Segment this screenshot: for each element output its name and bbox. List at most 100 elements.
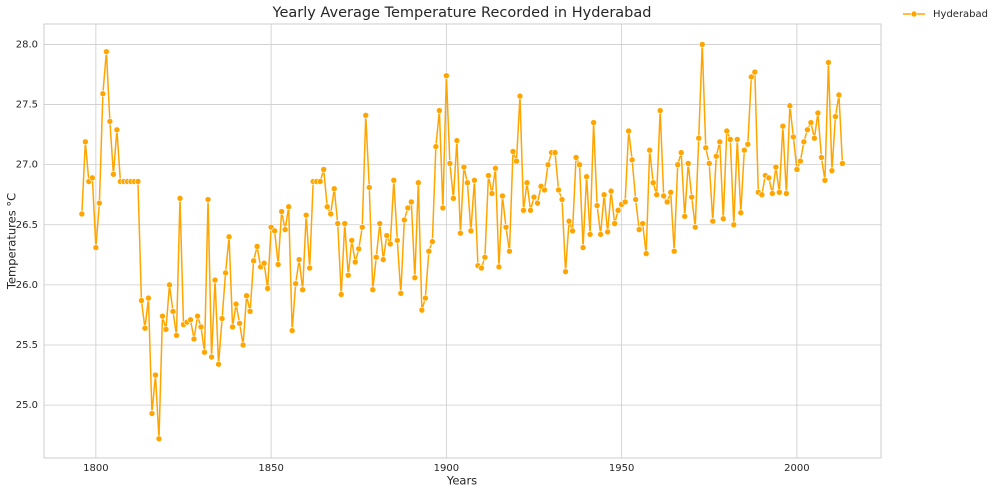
- data-point: [818, 154, 825, 161]
- data-point: [386, 240, 394, 248]
- data-point: [492, 164, 499, 172]
- data-point: [187, 316, 194, 324]
- data-point: [670, 247, 678, 255]
- data-point: [418, 306, 426, 314]
- data-point: [372, 253, 380, 261]
- data-point: [705, 160, 713, 167]
- data-point: [765, 174, 773, 182]
- data-point: [274, 261, 282, 268]
- data-point: [148, 410, 156, 417]
- data-point: [772, 163, 780, 171]
- data-point: [401, 216, 408, 224]
- data-point: [663, 198, 671, 206]
- data-point: [793, 166, 801, 173]
- data-point: [390, 176, 398, 184]
- data-point: [688, 193, 696, 201]
- data-point: [169, 308, 177, 315]
- data-point: [278, 208, 285, 215]
- data-point: [520, 207, 527, 214]
- data-point: [215, 360, 222, 368]
- data-point: [604, 228, 611, 236]
- data-point: [733, 136, 741, 143]
- y-axis-label: Temperatures °C: [5, 193, 19, 290]
- data-point: [499, 192, 506, 200]
- legend: Hyderabad: [903, 9, 988, 20]
- data-point: [330, 185, 338, 193]
- data-point: [246, 308, 254, 315]
- data-point: [341, 220, 349, 227]
- data-point: [450, 195, 457, 202]
- data-point: [744, 140, 752, 148]
- data-point: [779, 122, 787, 130]
- data-point: [579, 244, 587, 251]
- data-point: [222, 269, 229, 277]
- data-point: [211, 276, 219, 284]
- data-point: [509, 148, 517, 155]
- data-point: [607, 187, 615, 195]
- data-point: [467, 227, 475, 235]
- data-point: [628, 156, 636, 164]
- series-line: [81, 44, 844, 439]
- data-point: [288, 327, 296, 334]
- data-point: [804, 126, 811, 134]
- data-point: [159, 312, 166, 320]
- data-point: [776, 189, 783, 196]
- data-point: [415, 179, 422, 186]
- data-point: [236, 320, 243, 327]
- data-point: [716, 138, 724, 146]
- data-point: [719, 215, 727, 223]
- data-point: [260, 259, 268, 267]
- data-point: [82, 138, 89, 146]
- data-point: [527, 207, 534, 214]
- plot-frame: [43, 23, 882, 459]
- data-point: [379, 256, 387, 263]
- data-point: [485, 172, 492, 179]
- data-point: [565, 217, 573, 225]
- data-point: [698, 41, 706, 48]
- data-point: [162, 326, 170, 333]
- data-point: [534, 199, 541, 207]
- data-point: [376, 220, 384, 227]
- data-point: [649, 179, 657, 186]
- data-point: [285, 203, 292, 211]
- data-point: [555, 186, 562, 194]
- data-point: [646, 146, 653, 154]
- data-point: [404, 204, 412, 212]
- data-point: [92, 244, 100, 251]
- data-point: [204, 196, 212, 203]
- data-point: [250, 257, 257, 265]
- data-point: [653, 191, 660, 199]
- data-point: [155, 435, 163, 443]
- data-point: [790, 133, 797, 141]
- data-point: [439, 204, 447, 212]
- data-point: [523, 179, 531, 186]
- data-point: [737, 209, 745, 217]
- data-point: [344, 271, 352, 279]
- data-point: [835, 91, 843, 99]
- data-point: [334, 220, 342, 227]
- data-point: [232, 300, 240, 308]
- data-point: [562, 268, 569, 275]
- data-layer: [78, 41, 846, 443]
- data-point: [89, 174, 96, 182]
- data-point: [590, 119, 597, 126]
- data-point: [758, 191, 766, 199]
- data-point: [408, 198, 415, 206]
- data-point: [362, 112, 370, 119]
- data-point: [460, 163, 468, 171]
- data-point: [723, 127, 731, 135]
- data-point: [471, 176, 478, 184]
- data-point: [786, 102, 794, 110]
- x-tick-label: 1850: [258, 463, 283, 474]
- data-point: [597, 231, 604, 238]
- data-point: [748, 73, 755, 81]
- data-point: [751, 68, 759, 76]
- data-point: [103, 48, 110, 55]
- data-point: [769, 190, 776, 197]
- data-point: [295, 256, 303, 263]
- data-point: [506, 247, 513, 255]
- data-point: [800, 138, 808, 146]
- legend-marker: [910, 10, 918, 18]
- data-point: [593, 202, 601, 209]
